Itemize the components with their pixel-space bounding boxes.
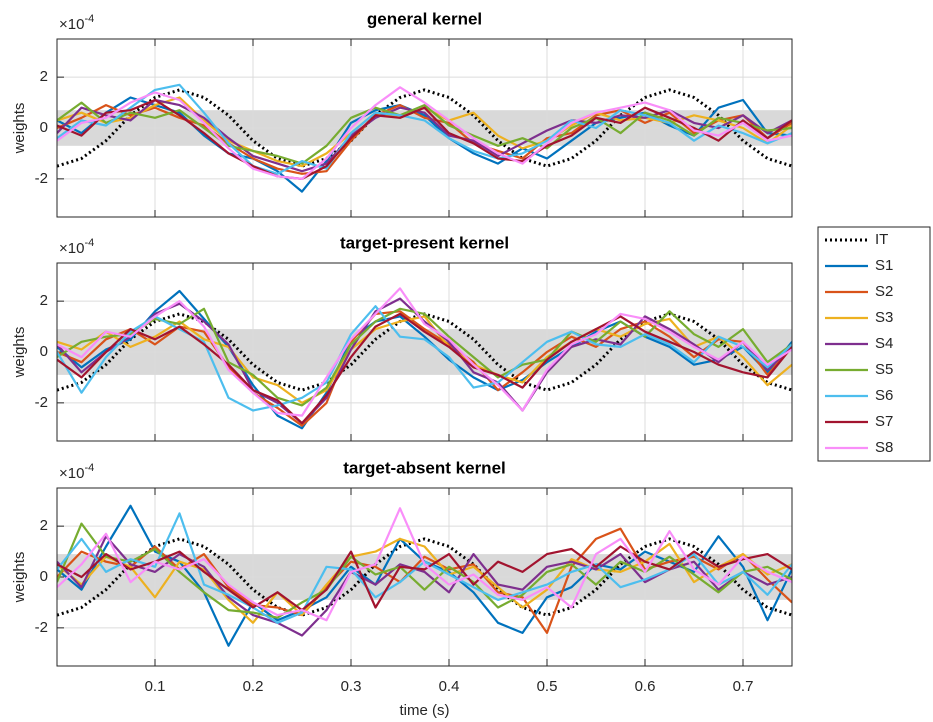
series-line: [57, 307, 792, 407]
legend: IT S1 S2 S3 S4 S5 S6 S7 S8: [817, 226, 931, 462]
series-line: [57, 104, 792, 175]
x-tick-label: 0.7: [733, 678, 754, 695]
legend-label: S2: [875, 283, 893, 300]
series-line: [57, 545, 792, 612]
legend-label: S6: [875, 387, 893, 404]
y-tick-label: 0: [40, 343, 48, 360]
y-axis-label: weights: [11, 327, 28, 379]
panel: -2 0 2 target-present kernel ×10-4 weights: [11, 233, 793, 442]
y-tick-label: -2: [35, 170, 48, 187]
chart-title: target-absent kernel: [343, 458, 506, 477]
series-line: [57, 287, 792, 417]
legend-label: S4: [875, 335, 893, 352]
series-line: [57, 83, 792, 175]
multiplier-base: ×10: [59, 16, 84, 33]
y-tick-label: 2: [40, 68, 48, 85]
series-line: [57, 537, 792, 624]
x-tick-label: 0.2: [243, 678, 264, 695]
x-tick-label: 0.4: [439, 678, 460, 695]
x-tick-label: 0.3: [341, 678, 362, 695]
y-multiplier: ×10-4: [59, 13, 94, 33]
legend-label: S8: [875, 439, 893, 456]
series-line: [57, 522, 792, 619]
series-line: [57, 305, 792, 412]
y-tick-label: 0: [40, 119, 48, 136]
series-line: [57, 88, 792, 168]
multiplier-exponent: -4: [84, 462, 94, 474]
y-multiplier: ×10-4: [59, 462, 94, 482]
panel: 0.1 0.2 0.3 0.4 0.5 0.6 0.7 -2 0 2 target-absent k…: [11, 458, 793, 719]
y-multiplier: ×10-4: [59, 237, 94, 257]
legend-label: IT: [875, 231, 888, 248]
chart-title: general kernel: [367, 9, 482, 28]
panel: -2 0 2 general kernel ×10-4 weights: [11, 9, 793, 218]
y-tick-label: -2: [35, 394, 48, 411]
legend-label: S7: [875, 413, 893, 430]
series-line: [57, 312, 792, 425]
series-line: [57, 86, 792, 180]
series-line: [57, 101, 792, 165]
series-line: [57, 289, 792, 430]
series-line: [57, 507, 792, 622]
axes-box: [56, 38, 793, 218]
y-tick-label: 0: [40, 568, 48, 585]
series-line: [57, 315, 792, 404]
x-tick-label: 0.5: [537, 678, 558, 695]
y-axis-label: weights: [11, 552, 28, 604]
series-line: [57, 297, 792, 425]
x-axis-label: time (s): [400, 702, 450, 719]
x-tick-label: 0.6: [635, 678, 656, 695]
axes-box: [56, 262, 793, 442]
x-tick-label: 0.1: [145, 678, 166, 695]
y-axis-label: weights: [11, 103, 28, 155]
y-tick-label: -2: [35, 619, 48, 636]
legend-label: S5: [875, 361, 893, 378]
legend-label: S3: [875, 309, 893, 326]
multiplier-base: ×10: [59, 240, 84, 257]
multiplier-exponent: -4: [84, 237, 94, 249]
legend-label: S1: [875, 257, 893, 274]
multiplier-exponent: -4: [84, 13, 94, 25]
y-tick-label: 2: [40, 292, 48, 309]
series-line: [57, 537, 792, 617]
series-line: [57, 96, 792, 193]
y-tick-label: 2: [40, 517, 48, 534]
multiplier-base: ×10: [59, 465, 84, 482]
chart-title: target-present kernel: [340, 233, 509, 252]
series-line: [57, 98, 792, 180]
axes-box: [56, 487, 793, 667]
